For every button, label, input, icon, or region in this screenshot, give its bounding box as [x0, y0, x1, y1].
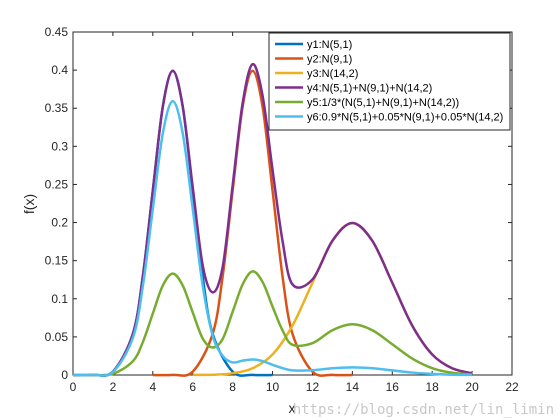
x-tick-label: 8: [229, 380, 236, 394]
x-tick-label: 12: [306, 380, 320, 394]
y-tick-label: 0.45: [45, 25, 69, 39]
x-tick-label: 6: [189, 380, 196, 394]
legend-box: [268, 32, 511, 131]
series-line-6: [72, 100, 473, 377]
y-tick-label: 0.1: [51, 292, 68, 306]
x-tick-label: 10: [266, 380, 280, 394]
series-lines: [72, 62, 473, 377]
legend-label: y6:0.9*N(5,1)+0.05*N(9,1)+0.05*N(14,2): [307, 112, 503, 124]
y-tick-label: 0.3: [51, 139, 68, 153]
y-tick-label: 0.25: [45, 177, 69, 191]
legend-label: y1:N(5,1): [307, 39, 352, 51]
x-tick-label: 22: [505, 380, 519, 394]
series-line-2: [152, 69, 353, 377]
y-tick-label: 0.15: [45, 254, 69, 268]
x-axis-label: x: [289, 400, 296, 416]
x-tick-label: 4: [149, 380, 156, 394]
legend-label: y3:N(14,2): [307, 68, 358, 80]
x-tick-label: 16: [386, 380, 400, 394]
y-axis-label: f(x): [21, 194, 37, 214]
x-tick-label: 18: [426, 380, 440, 394]
legend-label: y2:N(9,1): [307, 54, 352, 66]
x-tick-label: 2: [110, 380, 117, 394]
x-tick-label: 14: [346, 380, 360, 394]
y-tick-label: 0.05: [45, 330, 69, 344]
x-tick-label: 20: [465, 380, 479, 394]
legend-label: y5:1/3*(N(5,1)+N(9,1)+N(14,2)): [307, 97, 459, 109]
watermark: https://blog.csdn.net/lin_limin: [292, 402, 554, 418]
y-tick-label: 0: [61, 368, 68, 382]
y-tick-label: 0.4: [51, 63, 68, 77]
legend: y1:N(5,1) y2:N(9,1) y3:N(14,2) y4:N(5,1)+N(…: [268, 32, 511, 131]
y-tick-label: 0.35: [45, 101, 69, 115]
y-tick-label: 0.2: [51, 216, 68, 230]
series-line-5: [72, 270, 473, 377]
y-ticks: 0 0.05 0.1 0.15 0.2 0.25 0.3 0.35 0.4 0.45: [45, 25, 512, 382]
legend-label: y4:N(5,1)+N(9,1)+N(14,2): [307, 83, 432, 95]
series-line-4: [72, 62, 473, 377]
x-tick-label: 0: [70, 380, 77, 394]
x-ticks: 0 2 4 6 8 10 12 14 16 18 20 22: [70, 32, 519, 394]
